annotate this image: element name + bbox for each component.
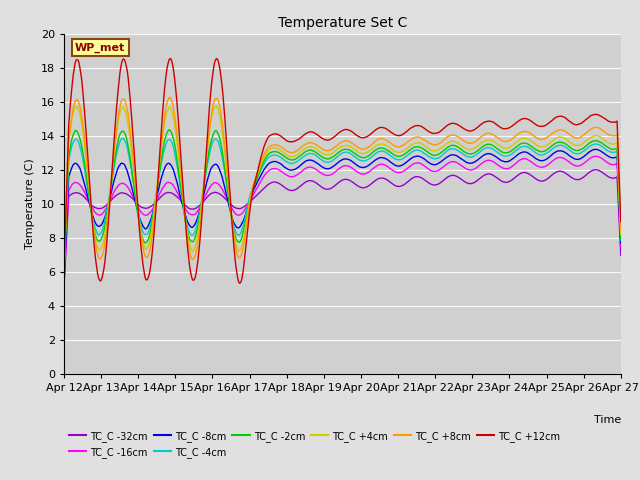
Line: TC_C -32cm: TC_C -32cm <box>64 170 621 287</box>
TC_C -8cm <box>432 162 440 168</box>
TC_C -2cm <box>389 151 397 157</box>
TC_C -2cm <box>60 271 68 276</box>
TC_C +12cm <box>481 119 489 125</box>
TC_C +12cm <box>434 130 442 136</box>
TC_C -2cm <box>480 143 488 148</box>
TC_C -2cm <box>313 150 321 156</box>
TC_C +12cm <box>204 136 211 142</box>
TC_C -8cm <box>60 277 68 283</box>
TC_C -32cm <box>388 181 396 187</box>
TC_C -32cm <box>60 284 68 289</box>
TC_C -16cm <box>432 168 440 174</box>
TC_C -4cm <box>313 153 321 159</box>
TC_C -4cm <box>159 150 167 156</box>
TC_C -4cm <box>480 146 488 152</box>
TC_C -32cm <box>617 252 625 258</box>
TC_C -16cm <box>617 244 625 250</box>
TC_C -2cm <box>617 235 625 241</box>
TC_C +12cm <box>159 110 166 116</box>
TC_C +8cm <box>204 139 212 144</box>
TC_C +4cm <box>617 232 625 238</box>
TC_C -32cm <box>479 173 487 179</box>
TC_C -8cm <box>204 178 211 183</box>
TC_C -16cm <box>159 185 166 191</box>
TC_C +4cm <box>204 147 211 153</box>
TC_C -32cm <box>592 167 600 173</box>
Title: Temperature Set C: Temperature Set C <box>278 16 407 30</box>
Text: WP_met: WP_met <box>75 43 125 53</box>
TC_C +12cm <box>236 280 244 286</box>
TC_C -8cm <box>312 159 320 165</box>
TC_C -4cm <box>204 158 212 164</box>
TC_C +4cm <box>60 266 68 272</box>
TC_C +8cm <box>166 95 174 100</box>
Legend: TC_C -32cm, TC_C -16cm, TC_C -8cm, TC_C -4cm, TC_C -2cm, TC_C +4cm, TC_C +8cm, T: TC_C -32cm, TC_C -16cm, TC_C -8cm, TC_C … <box>65 427 564 461</box>
TC_C -4cm <box>433 156 440 161</box>
TC_C -16cm <box>479 159 487 165</box>
TC_C +4cm <box>212 103 220 108</box>
TC_C -2cm <box>433 152 440 158</box>
Line: TC_C -16cm: TC_C -16cm <box>64 156 621 285</box>
TC_C -8cm <box>159 171 166 177</box>
TC_C -32cm <box>432 182 440 188</box>
TC_C -16cm <box>592 154 600 159</box>
Text: Time: Time <box>593 415 621 425</box>
Line: TC_C +8cm: TC_C +8cm <box>64 97 621 270</box>
Y-axis label: Temperature (C): Temperature (C) <box>26 158 35 250</box>
TC_C +8cm <box>60 267 68 273</box>
TC_C -32cm <box>312 180 320 186</box>
TC_C -16cm <box>388 167 396 173</box>
TC_C -32cm <box>159 192 166 198</box>
Line: TC_C +4cm: TC_C +4cm <box>64 106 621 269</box>
TC_C -16cm <box>312 167 320 172</box>
TC_C +12cm <box>390 132 398 137</box>
TC_C -2cm <box>159 148 166 154</box>
TC_C -16cm <box>204 190 211 195</box>
TC_C +12cm <box>212 56 220 61</box>
Line: TC_C +12cm: TC_C +12cm <box>64 59 621 283</box>
TC_C +4cm <box>433 147 440 153</box>
TC_C -8cm <box>592 146 600 152</box>
TC_C -4cm <box>389 155 397 161</box>
TC_C +4cm <box>389 147 397 153</box>
TC_C -16cm <box>60 282 68 288</box>
TC_C +12cm <box>60 264 68 270</box>
TC_C +4cm <box>313 146 321 152</box>
TC_C -2cm <box>165 127 173 132</box>
TC_C +8cm <box>313 142 321 148</box>
TC_C +8cm <box>389 142 397 148</box>
TC_C -8cm <box>388 160 396 166</box>
Line: TC_C -4cm: TC_C -4cm <box>64 138 621 274</box>
TC_C -4cm <box>119 135 127 141</box>
TC_C +12cm <box>314 132 322 138</box>
TC_C -4cm <box>60 271 68 276</box>
TC_C -2cm <box>204 153 212 159</box>
Line: TC_C -2cm: TC_C -2cm <box>64 130 621 274</box>
TC_C +4cm <box>480 138 488 144</box>
TC_C +8cm <box>433 142 440 147</box>
TC_C -32cm <box>204 194 211 200</box>
TC_C -8cm <box>479 153 487 158</box>
TC_C -4cm <box>617 237 625 243</box>
TC_C -8cm <box>617 240 625 246</box>
TC_C +12cm <box>617 219 625 225</box>
TC_C +4cm <box>159 134 166 140</box>
Line: TC_C -8cm: TC_C -8cm <box>64 149 621 280</box>
TC_C +8cm <box>159 131 166 137</box>
TC_C +8cm <box>480 132 488 137</box>
TC_C +8cm <box>617 227 625 233</box>
